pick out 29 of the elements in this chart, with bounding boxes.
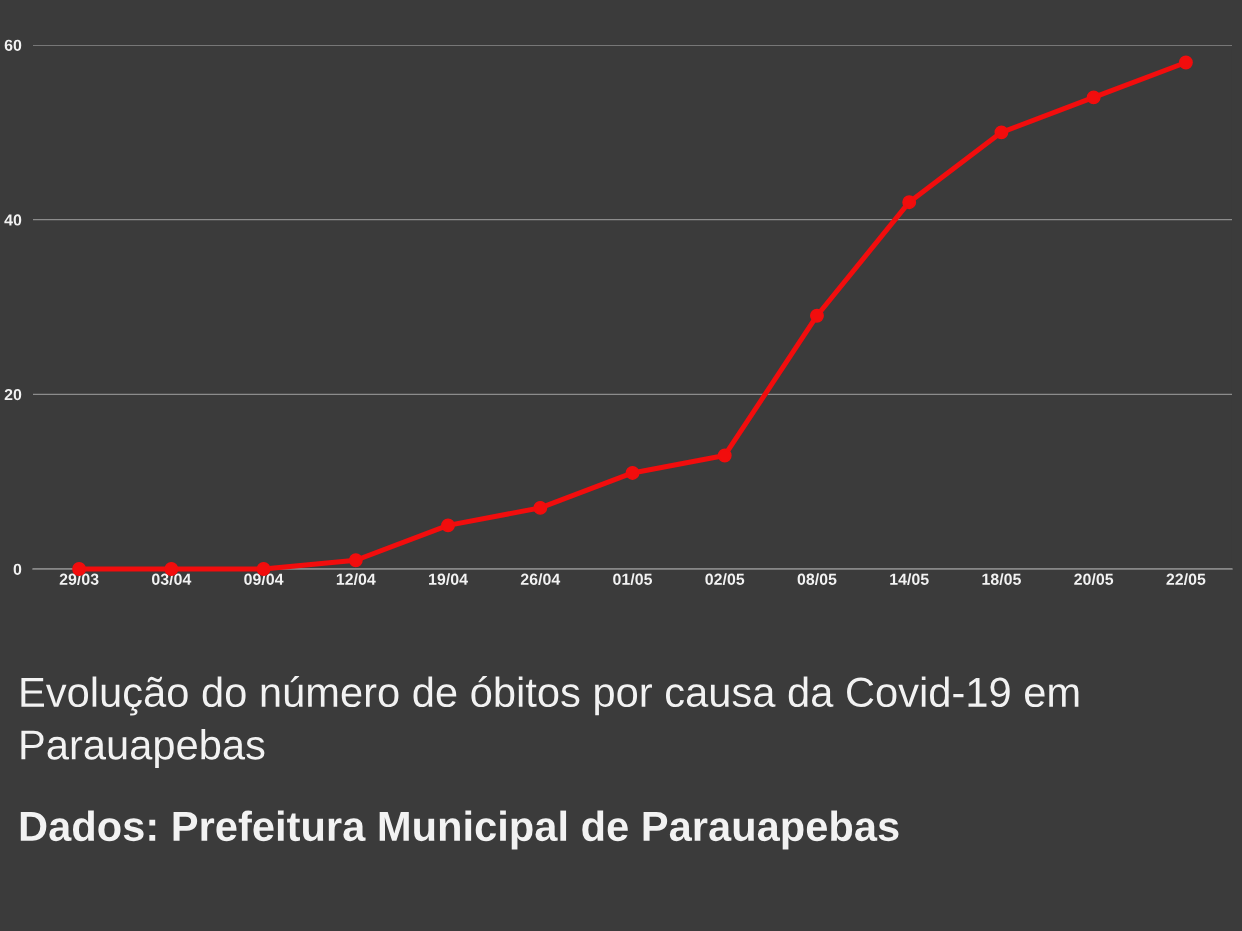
point	[717, 448, 732, 463]
x-tick-label: 19/04	[429, 573, 468, 586]
y-tick-label: 0	[13, 563, 22, 575]
point	[533, 500, 548, 515]
point	[1086, 90, 1101, 105]
x-tick-label: 18/05	[982, 573, 1021, 586]
x-tick-label: 09/04	[244, 573, 284, 586]
point	[810, 308, 824, 323]
x-tick-label: 01/05	[613, 573, 653, 586]
y-tick-label: 40	[4, 214, 22, 226]
x-tick-label: 03/04	[151, 573, 192, 586]
x-tick-label: 29/03	[59, 573, 99, 586]
text: Evolução do número de óbitos por causa da Covid-19 em Parauapebas	[21, 676, 1079, 768]
point	[1178, 55, 1193, 70]
x-tick-label: 02/05	[705, 573, 745, 586]
x-tick-label: 22/05	[1166, 573, 1206, 586]
x-tick-label: 26/04	[520, 573, 561, 586]
y-tick-label: 60	[4, 39, 22, 51]
x-tick-label: 14/05	[890, 573, 929, 586]
x-tick-label: 12/04	[336, 573, 376, 586]
y-tick-label: 20	[4, 388, 22, 401]
point	[348, 553, 363, 568]
point	[625, 465, 640, 480]
text: Dados: Prefeitura Municipal de Parauapebas	[20, 810, 899, 850]
x-tick-label: 20/05	[1074, 573, 1114, 586]
point	[902, 195, 917, 210]
point	[441, 518, 455, 533]
point	[994, 125, 1009, 140]
x-tick-label: 08/05	[797, 573, 837, 586]
